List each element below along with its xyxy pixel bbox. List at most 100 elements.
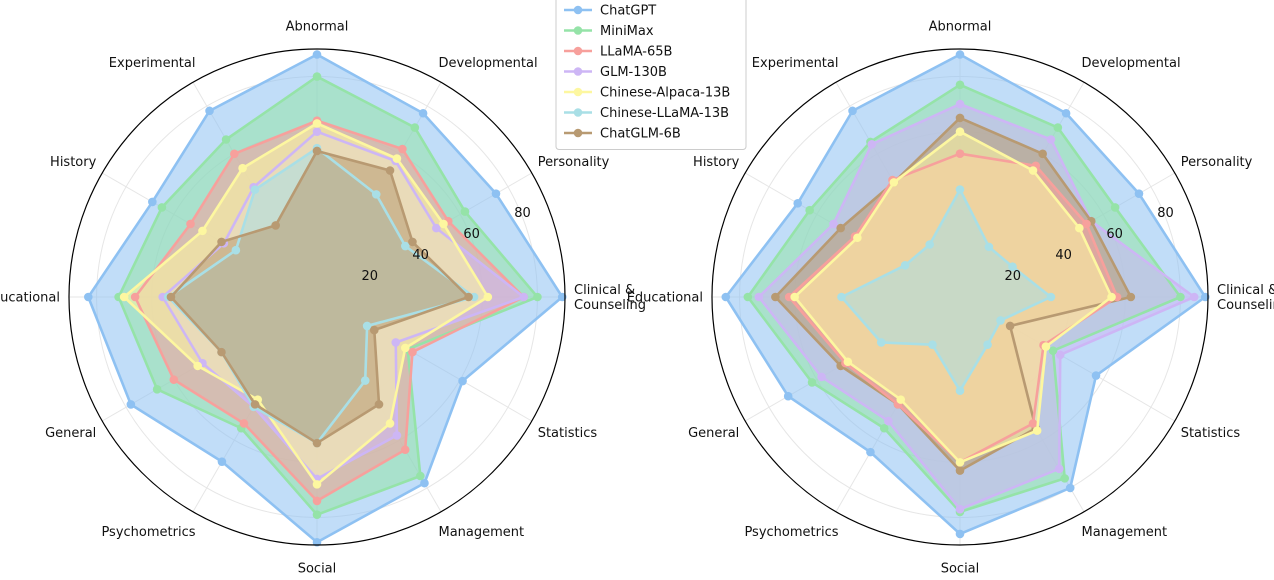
right-point-chinese-llama-13b-5 — [900, 261, 910, 270]
right-point-chatglm-6b-6 — [771, 292, 780, 302]
right-axis-label-psychometrics: Psychometrics — [744, 525, 838, 540]
right-point-minimax-8 — [879, 423, 889, 433]
right-axis-label-statistics: Statistics — [1181, 426, 1241, 441]
radar-chart-left: 20 40 60 80 Clinical & Counseling Personality D… — [0, 20, 646, 577]
right-point-glm-130b-10 — [1054, 464, 1064, 474]
right-point-chinese-llama-13b-2 — [984, 242, 994, 252]
right-point-chatgpt-3 — [955, 50, 965, 59]
right-point-llama-65b-3 — [955, 149, 965, 159]
left-point-chatgpt-10 — [420, 478, 429, 488]
left-point-chinese-alpaca-13b-4 — [238, 163, 247, 173]
left-axis-label-personality: Personality — [538, 155, 610, 170]
legend-marker-llama-65b — [573, 46, 583, 56]
left-point-llama-65b-7 — [169, 375, 179, 384]
left-point-minimax-2 — [410, 123, 420, 132]
right-point-chinese-alpaca-13b-2 — [1028, 166, 1038, 175]
legend-marker-chatglm-6b — [573, 128, 583, 138]
right-tick-label-60: 60 — [1106, 227, 1123, 242]
right-point-chatglm-6b-2 — [1038, 149, 1047, 159]
left-point-chinese-llama-13b-11 — [362, 321, 372, 331]
left-point-chatgpt-5 — [148, 197, 157, 207]
right-point-llama-65b-1 — [1082, 219, 1091, 229]
legend-marker-chinese-llama-13b — [573, 108, 583, 117]
left-point-glm-130b-10 — [392, 431, 402, 440]
left-point-chinese-llama-13b-10 — [360, 376, 370, 385]
left-axis-label-clinical-counseling: Clinical & Counseling — [574, 283, 646, 313]
left-point-chatgpt-7 — [126, 400, 136, 409]
right-point-chatgpt-2 — [1061, 108, 1071, 118]
left-point-chatglm-6b-3 — [312, 146, 322, 156]
right-point-chinese-llama-13b-4 — [925, 240, 934, 249]
left-point-chinese-alpaca-13b-2 — [392, 154, 402, 163]
right-point-glm-130b-5 — [829, 219, 838, 229]
right-point-glm-130b-8 — [884, 416, 893, 426]
right-point-minimax-6 — [743, 292, 753, 302]
left-point-llama-65b-2 — [398, 144, 407, 154]
right-point-chinese-alpaca-13b-10 — [1032, 426, 1042, 435]
left-point-minimax-1 — [460, 207, 470, 216]
right-point-minimax-5 — [805, 205, 814, 215]
left-point-minimax-7 — [152, 385, 162, 394]
left-point-chatglm-6b-4 — [271, 221, 280, 230]
right-point-chatgpt-1 — [1134, 189, 1144, 198]
left-point-llama-65b-9 — [312, 496, 322, 506]
right-tick-label-20: 20 — [1004, 269, 1021, 284]
right-axis-label-clinical-counseling: Clinical &Counseling — [1217, 283, 1274, 313]
right-point-glm-130b-9 — [955, 504, 965, 514]
left-point-minimax-5 — [157, 203, 167, 212]
right-point-minimax-7 — [807, 378, 817, 387]
left-point-minimax-9 — [312, 510, 322, 519]
radar-chart-right: 20 40 60 80 Clinical &Counseling Personality D… — [627, 20, 1274, 577]
left-point-chatgpt-2 — [418, 108, 428, 118]
right-point-minimax-3 — [955, 80, 965, 90]
right-axis-label-management: Management — [1082, 525, 1168, 540]
right-point-chinese-llama-13b-6 — [837, 292, 846, 302]
legend-box — [555, 0, 747, 150]
right-point-chinese-alpaca-13b-7 — [843, 357, 853, 367]
right-point-minimax-0 — [1176, 292, 1185, 302]
right-point-chinese-alpaca-13b-1 — [1075, 223, 1084, 233]
left-point-chinese-alpaca-13b-0 — [483, 292, 493, 302]
right-point-chinese-llama-13b-8 — [928, 340, 937, 350]
right-point-chinese-llama-13b-9 — [955, 386, 965, 395]
right-point-chatglm-6b-3 — [955, 113, 965, 123]
legend-marker-chinese-alpaca-13b — [573, 87, 583, 97]
right-axis-label-experimental: Experimental — [752, 56, 839, 71]
left-point-glm-130b-3 — [312, 127, 322, 136]
right-point-glm-130b-6 — [754, 292, 764, 302]
right-point-chinese-llama-13b-7 — [876, 338, 886, 347]
left-point-chatgpt-6 — [83, 292, 93, 302]
legend-label-glm-130b: GLM-130B — [600, 65, 667, 80]
left-tick-label-40: 40 — [412, 248, 429, 263]
left-point-chinese-llama-13b-1 — [400, 241, 410, 251]
right-axis-label-developmental: Developmental — [1082, 56, 1181, 71]
right-outer-ring — [711, 48, 1209, 546]
right-point-chatglm-6b-5 — [836, 223, 845, 233]
left-point-glm-130b-11 — [391, 338, 401, 347]
right-point-glm-130b-7 — [817, 372, 826, 382]
left-axis-label-psychometrics: Psychometrics — [101, 525, 195, 540]
right-point-chinese-alpaca-13b-6 — [790, 292, 799, 302]
right-point-chatglm-6b-11 — [1005, 321, 1015, 331]
left-point-chinese-llama-13b-5 — [231, 245, 241, 255]
left-point-chatglm-6b-2 — [385, 166, 395, 175]
left-point-chinese-alpaca-13b-9 — [312, 480, 322, 489]
right-point-chinese-llama-13b-1 — [1008, 262, 1017, 271]
right-tick-label-40: 40 — [1055, 248, 1072, 263]
right-point-chinese-llama-13b-11 — [996, 316, 1005, 325]
left-tick-label-80: 80 — [514, 206, 531, 221]
left-outer-ring — [68, 48, 566, 546]
legend-label-chinese-alpaca-13b: Chinese-Alpaca-13B — [600, 86, 730, 101]
left-point-chinese-alpaca-13b-3 — [312, 119, 322, 128]
left-point-chatglm-6b-11 — [369, 325, 379, 335]
left-tick-label-60: 60 — [463, 227, 480, 242]
left-point-chatglm-6b-6 — [166, 292, 176, 302]
right-point-chinese-alpaca-13b-8 — [896, 395, 906, 404]
left-point-llama-65b-11 — [408, 347, 417, 357]
legend-marker-glm-130b — [573, 67, 583, 76]
right-point-glm-130b-2 — [1046, 135, 1056, 144]
left-point-chatglm-6b-8 — [250, 400, 260, 409]
legend-marker-chatgpt — [573, 5, 583, 15]
legend-label-chinese-llama-13b: Chinese-LLaMA-13B — [600, 106, 729, 121]
